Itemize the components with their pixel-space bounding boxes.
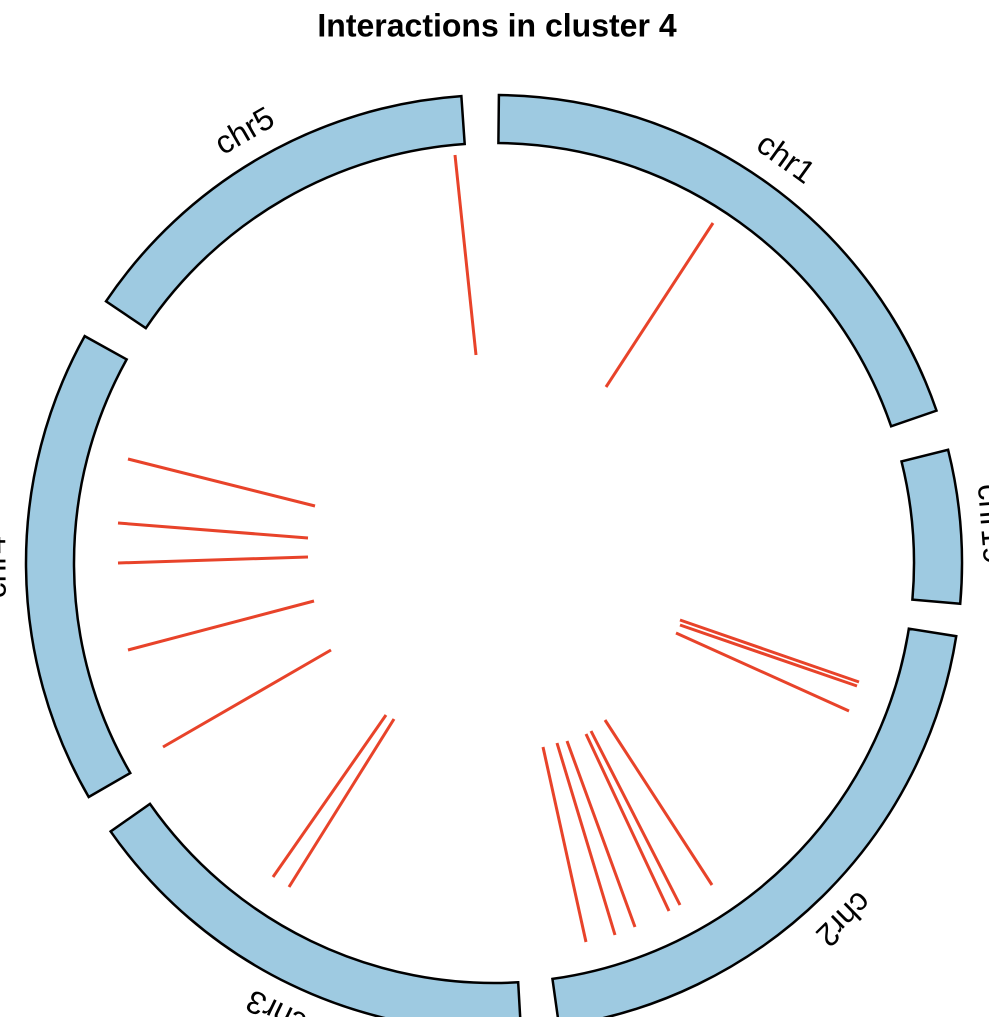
sector-label: chr4 xyxy=(0,536,13,599)
sector xyxy=(108,802,522,1017)
link xyxy=(675,631,850,713)
link xyxy=(271,714,388,878)
link xyxy=(117,521,309,540)
link xyxy=(589,730,682,906)
title: Interactions in cluster 4 xyxy=(317,7,676,43)
link xyxy=(604,222,715,388)
link xyxy=(679,623,858,688)
link xyxy=(555,742,617,936)
link xyxy=(127,599,315,652)
link xyxy=(603,719,714,886)
interaction-links xyxy=(117,154,860,943)
link xyxy=(679,618,860,684)
sector xyxy=(24,334,132,799)
link xyxy=(127,457,316,508)
link xyxy=(565,740,637,928)
sector-label: chr19 xyxy=(971,482,989,565)
link xyxy=(162,648,332,749)
link xyxy=(584,733,671,912)
link xyxy=(453,154,478,356)
link xyxy=(117,555,309,565)
sector xyxy=(497,93,939,428)
link xyxy=(287,718,396,888)
sector xyxy=(104,94,467,330)
sector xyxy=(551,627,958,1017)
link xyxy=(541,746,588,943)
sector xyxy=(900,448,964,606)
